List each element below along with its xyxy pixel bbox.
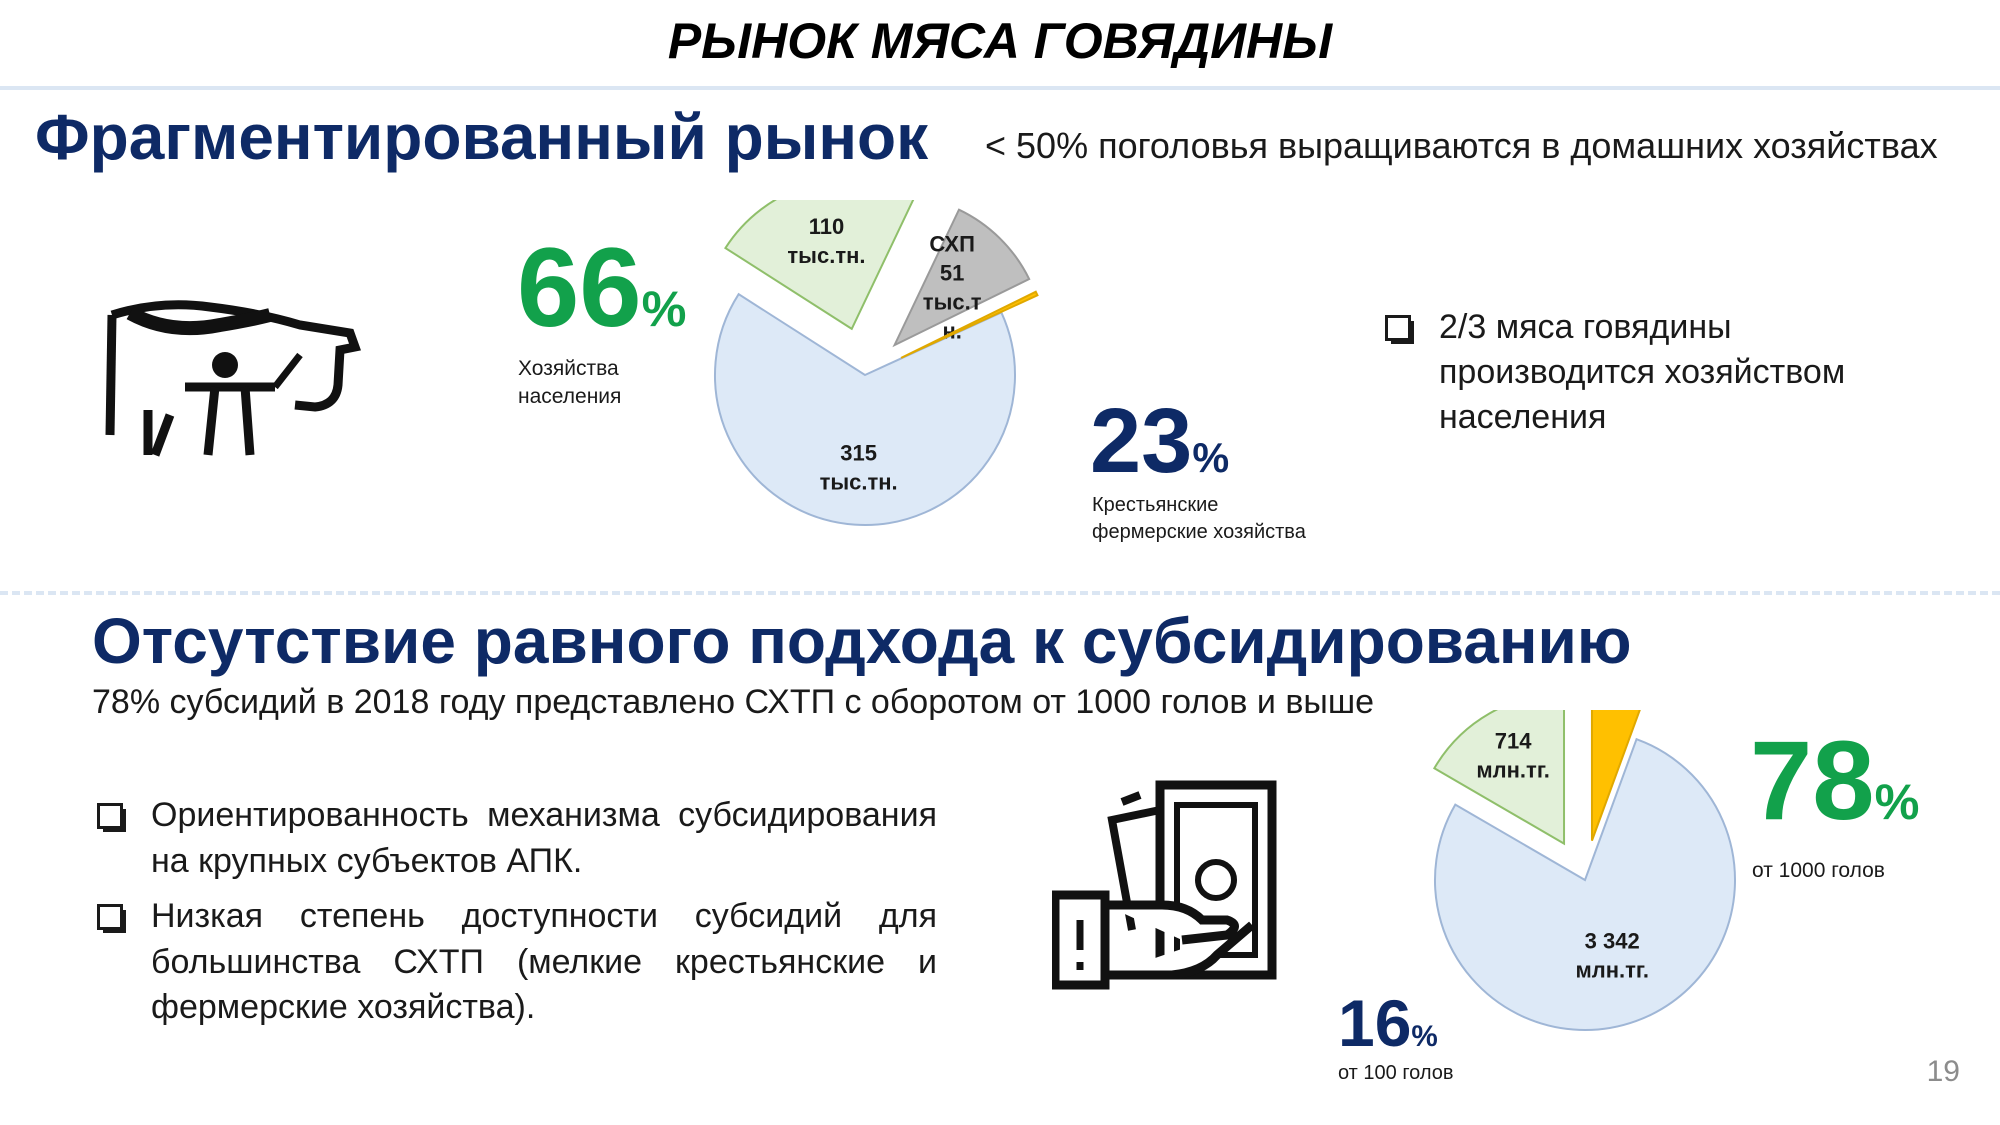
bullet-text: 2/3 мяса говядины производится хозяйство… xyxy=(1439,308,1846,436)
section-divider xyxy=(0,591,2000,595)
stat-23-unit: % xyxy=(1192,435,1230,481)
stat-23: 23% xyxy=(1090,395,1229,487)
pie-slice-label: тыс.т xyxy=(923,289,982,314)
pie-slice-label: 51 xyxy=(940,260,964,285)
pie-slice xyxy=(1590,710,1641,841)
pie-slice xyxy=(714,292,1016,526)
section1-bullets: 2/3 мяса говядины производится хозяйство… xyxy=(1385,305,1945,440)
bullet-text: Ориентированность механизма субсидирован… xyxy=(151,796,937,880)
header-divider xyxy=(0,86,2000,90)
list-item: Низкая степень доступности субсидий для … xyxy=(97,894,937,1031)
section1-subtitle: < 50% поголовья выращиваются в домашних … xyxy=(985,125,1938,166)
stat-23-value: 23 xyxy=(1090,390,1193,492)
stat-16-unit: % xyxy=(1411,1020,1438,1053)
stat-66-value: 66 xyxy=(517,225,642,350)
stat-23-caption-line1: Крестьянские xyxy=(1092,494,1219,516)
pie-chart-subsidies: 3 342 млн.тг. 714 млн.тг. xyxy=(1432,710,1736,1031)
pie-slice xyxy=(892,208,1031,348)
stat-16: 16% xyxy=(1338,990,1438,1056)
checkbox-bullet-icon xyxy=(1385,315,1414,344)
section2-subtitle: 78% субсидий в 2018 году представлено СХ… xyxy=(92,683,1375,721)
pie-slice xyxy=(724,200,915,331)
stat-16-value: 16 xyxy=(1338,986,1412,1060)
bullet-text: Низкая степень доступности субсидий для … xyxy=(151,897,937,1027)
pie-slice-label: 315 xyxy=(840,440,877,465)
checkbox-bullet-icon xyxy=(97,904,126,934)
stat-78-value: 78 xyxy=(1750,718,1875,843)
pie-slice-label: тыс.тн. xyxy=(820,469,898,494)
pie-slice-label: млн.тг. xyxy=(1575,958,1649,983)
farmer-cow-icon xyxy=(105,300,361,457)
section1-title: Фрагментированный рынок xyxy=(35,101,929,173)
money-hand-icon xyxy=(1052,780,1277,990)
list-item: Ориентированность механизма субсидирован… xyxy=(97,793,937,884)
stat-78: 78% xyxy=(1750,725,1919,837)
section2-bullets: Ориентированность механизма субсидирован… xyxy=(97,793,937,1041)
stat-66: 66% xyxy=(517,232,686,344)
page-number: 19 xyxy=(1926,1055,1960,1088)
stat-23-caption: Крестьянские фермерские хозяйства xyxy=(1092,492,1306,546)
pie-slice-label: 714 xyxy=(1495,729,1532,754)
stat-66-unit: % xyxy=(641,280,687,337)
stat-66-caption-line1: Хозяйства xyxy=(518,357,619,380)
stat-66-caption: Хозяйства населения xyxy=(518,355,621,412)
pie-slice-label: тыс.тн. xyxy=(787,243,865,268)
pie-slice xyxy=(900,290,1039,359)
pie-slice-label: млн.тг. xyxy=(1476,758,1550,783)
pie-slice xyxy=(1432,710,1566,846)
pie-slice-label: 3 342 xyxy=(1585,929,1640,954)
stat-23-caption-line2: фермерские хозяйства xyxy=(1092,521,1306,543)
stat-78-caption: от 1000 голов xyxy=(1752,859,1885,882)
checkbox-bullet-icon xyxy=(97,803,126,832)
stat-78-unit: % xyxy=(1874,773,1920,830)
slide-title: РЫНОК МЯСА ГОВЯДИНЫ xyxy=(667,13,1333,69)
stat-16-caption: от 100 голов xyxy=(1338,1062,1454,1084)
pie-slice-label: СХП xyxy=(929,231,975,256)
section2-title: Отсутствие равного подхода к субсидирова… xyxy=(92,605,1632,677)
stat-66-caption-line2: населения xyxy=(518,385,622,409)
pie-slice xyxy=(1434,737,1736,1031)
list-item: 2/3 мяса говядины производится хозяйство… xyxy=(1385,305,1945,440)
pie-slice-label: 110 xyxy=(809,214,845,239)
